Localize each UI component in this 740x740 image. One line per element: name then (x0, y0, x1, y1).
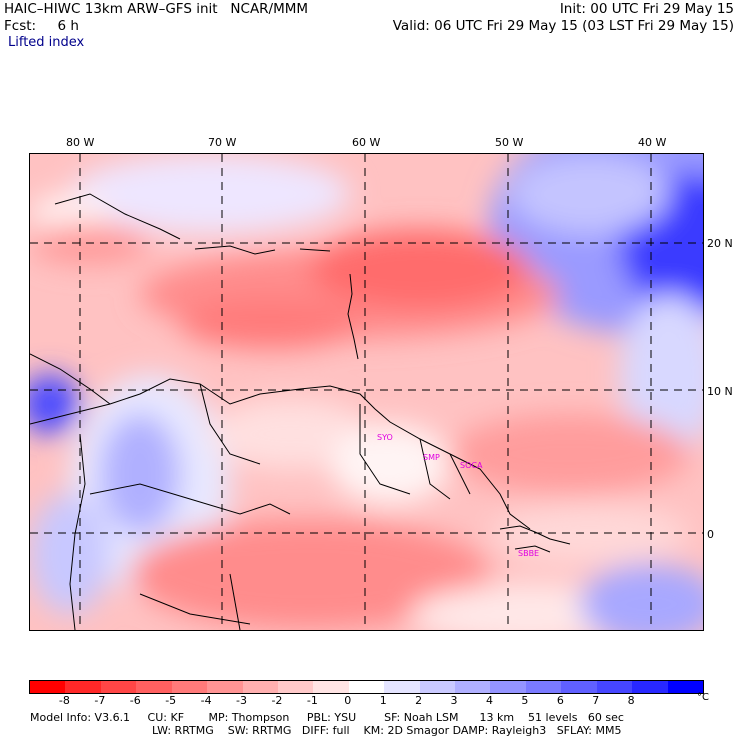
coastlines (30, 193, 571, 630)
colorbar-tick-label: 6 (556, 694, 564, 707)
colorbar-swatch (384, 681, 420, 693)
lon-label-40w: 40 W (638, 136, 667, 149)
colorbar-swatch (525, 681, 562, 693)
colorbar-tick-label: -2 (271, 694, 283, 707)
colorbar-swatch (348, 681, 385, 693)
colorbar-swatch (207, 681, 243, 693)
colorbar-swatch (100, 681, 137, 693)
colorbar-swatch (561, 681, 597, 693)
field-shading (30, 154, 703, 630)
colorbar-tick-label: 7 (592, 694, 600, 707)
colorbar-tick-label: 5 (521, 694, 529, 707)
init-time: Init: 00 UTC Fri 29 May 15 (559, 1, 734, 17)
colorbar-swatch (419, 681, 456, 693)
station-syo: SYO (377, 433, 393, 442)
colorbar-swatch (136, 681, 172, 693)
colorbar-tick-label: 3 (450, 694, 458, 707)
colorbar-swatch (667, 681, 704, 693)
lon-label-80w: 80 W (66, 136, 95, 149)
colorbar-swatch (65, 681, 101, 693)
colorbar-swatch (455, 681, 491, 693)
colorbar (29, 680, 704, 694)
colorbar-tick-label: -6 (129, 694, 141, 707)
colorbar-swatch (277, 681, 314, 693)
colorbar-tick-label: 1 (379, 694, 387, 707)
colorbar-tick-label: 0 (344, 694, 352, 707)
colorbar-tick-label: -3 (236, 694, 247, 707)
colorbar-swatch (490, 681, 526, 693)
lon-label-60w: 60 W (352, 136, 381, 149)
lat-label-20n: 20 N (707, 237, 733, 250)
station-soca: SOCA (460, 461, 483, 470)
forecast-hour: Fcst: 6 h (4, 18, 79, 34)
map-canvas: SYO SMP SOCA SBBE (30, 154, 703, 630)
valid-time: Valid: 06 UTC Fri 29 May 15 (03 LST Fri … (392, 18, 734, 34)
colorbar-swatch (313, 681, 349, 693)
colorbar-tick-label: 2 (415, 694, 423, 707)
colorbar-tick-label: -1 (306, 694, 318, 707)
colorbar-swatch (242, 681, 278, 693)
model-info-line2: LW: RRTMG SW: RRTMG DIFF: full KM: 2D Sm… (152, 724, 622, 737)
colorbar-swatch (596, 681, 633, 693)
graticule (30, 154, 703, 630)
lon-label-50w: 50 W (495, 136, 524, 149)
colorbar-swatch (30, 681, 66, 693)
model-title: HAIC–HIWC 13km ARW–GFS init NCAR/MMM (4, 1, 309, 17)
field-name: Lifted index (8, 35, 85, 50)
station-sbbe: SBBE (518, 549, 539, 558)
stations: SYO SMP SOCA SBBE (377, 433, 539, 558)
model-info-line1: Model Info: V3.6.1 CU: KF MP: Thompson P… (30, 711, 624, 724)
colorbar-tick-label: -5 (165, 694, 177, 707)
lon-label-70w: 70 W (208, 136, 237, 149)
colorbar-tick-label: -4 (200, 694, 212, 707)
colorbar-tick-label: 8 (627, 694, 635, 707)
colorbar-tick-label: -7 (94, 694, 106, 707)
colorbar-swatch (171, 681, 208, 693)
lifted-index-map: SYO SMP SOCA SBBE (29, 153, 704, 631)
colorbar-tick-label: -8 (58, 694, 70, 707)
colorbar-tick-label: 4 (485, 694, 493, 707)
lat-label-equator: 0 (707, 528, 714, 541)
lat-label-10n: 10 N (707, 385, 733, 398)
station-smp: SMP (423, 453, 440, 462)
colorbar-swatch (632, 681, 668, 693)
colorbar-unit: °C (697, 692, 709, 703)
